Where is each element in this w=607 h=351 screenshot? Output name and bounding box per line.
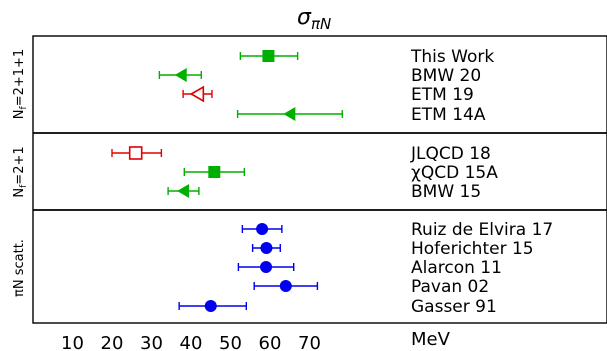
square-marker [128,146,143,160]
group-label-main: N [12,109,27,119]
group-label-rest: =2+1+1 [12,49,27,107]
chart-title: σπN [297,5,331,33]
plot-frame [32,35,607,324]
group-label-nf-2-1-1: Nf=2+1+1 [12,49,29,119]
data-marks [111,50,343,312]
entry-label: Hoferichter 15 [411,239,534,259]
entry-label: Ruiz de Elvira 17 [411,220,553,240]
entry-label: Alarcon 11 [411,258,502,278]
x-tick-label: 70 [298,333,321,351]
circle-marker [279,280,292,292]
entry-label: This Work [410,47,494,67]
x-tick-labels: 10 20 30 40 50 60 70 [61,333,321,351]
square-marker [262,50,275,62]
circle-marker [260,261,273,273]
x-tick-label: 50 [219,333,242,351]
x-tick-label: 10 [61,333,84,351]
entry-label: ETM 14A [411,105,486,125]
square-marker [208,166,221,178]
triangle-marker [283,107,296,121]
x-tick-label: 30 [140,333,163,351]
entry-label: Gasser 91 [411,297,497,317]
entry-label: BMW 15 [411,182,481,202]
entry-label: χQCD 15A [411,163,498,183]
x-tick-label: 40 [180,333,203,351]
x-tick-label: 20 [101,333,124,351]
chart-title-main: σ [297,5,312,30]
x-tick-label: 60 [259,333,282,351]
circle-marker [260,242,273,254]
group-label-sub: f [19,105,29,109]
group-label-main: N [12,188,27,198]
triangle-marker [174,68,187,82]
x-unit-label: MeV [411,329,451,350]
entry-label: JLQCD 18 [410,144,491,164]
entry-label: Pavan 02 [411,277,489,297]
entry-label: ETM 19 [411,85,474,105]
group-label-main: πN scatt. [12,239,27,297]
group-label-rest: =2+1 [12,146,27,184]
group-label-nf-2-1: Nf=2+1 [12,146,29,197]
circle-marker [204,300,217,312]
chart-title-sub: πN [311,15,331,33]
triangle-marker [189,85,205,103]
entry-label: BMW 20 [411,66,481,86]
group-label-pin-scatt: πN scatt. [12,239,27,297]
circle-marker [256,223,269,235]
group-label-sub: f [19,184,29,188]
triangle-marker [177,184,190,198]
